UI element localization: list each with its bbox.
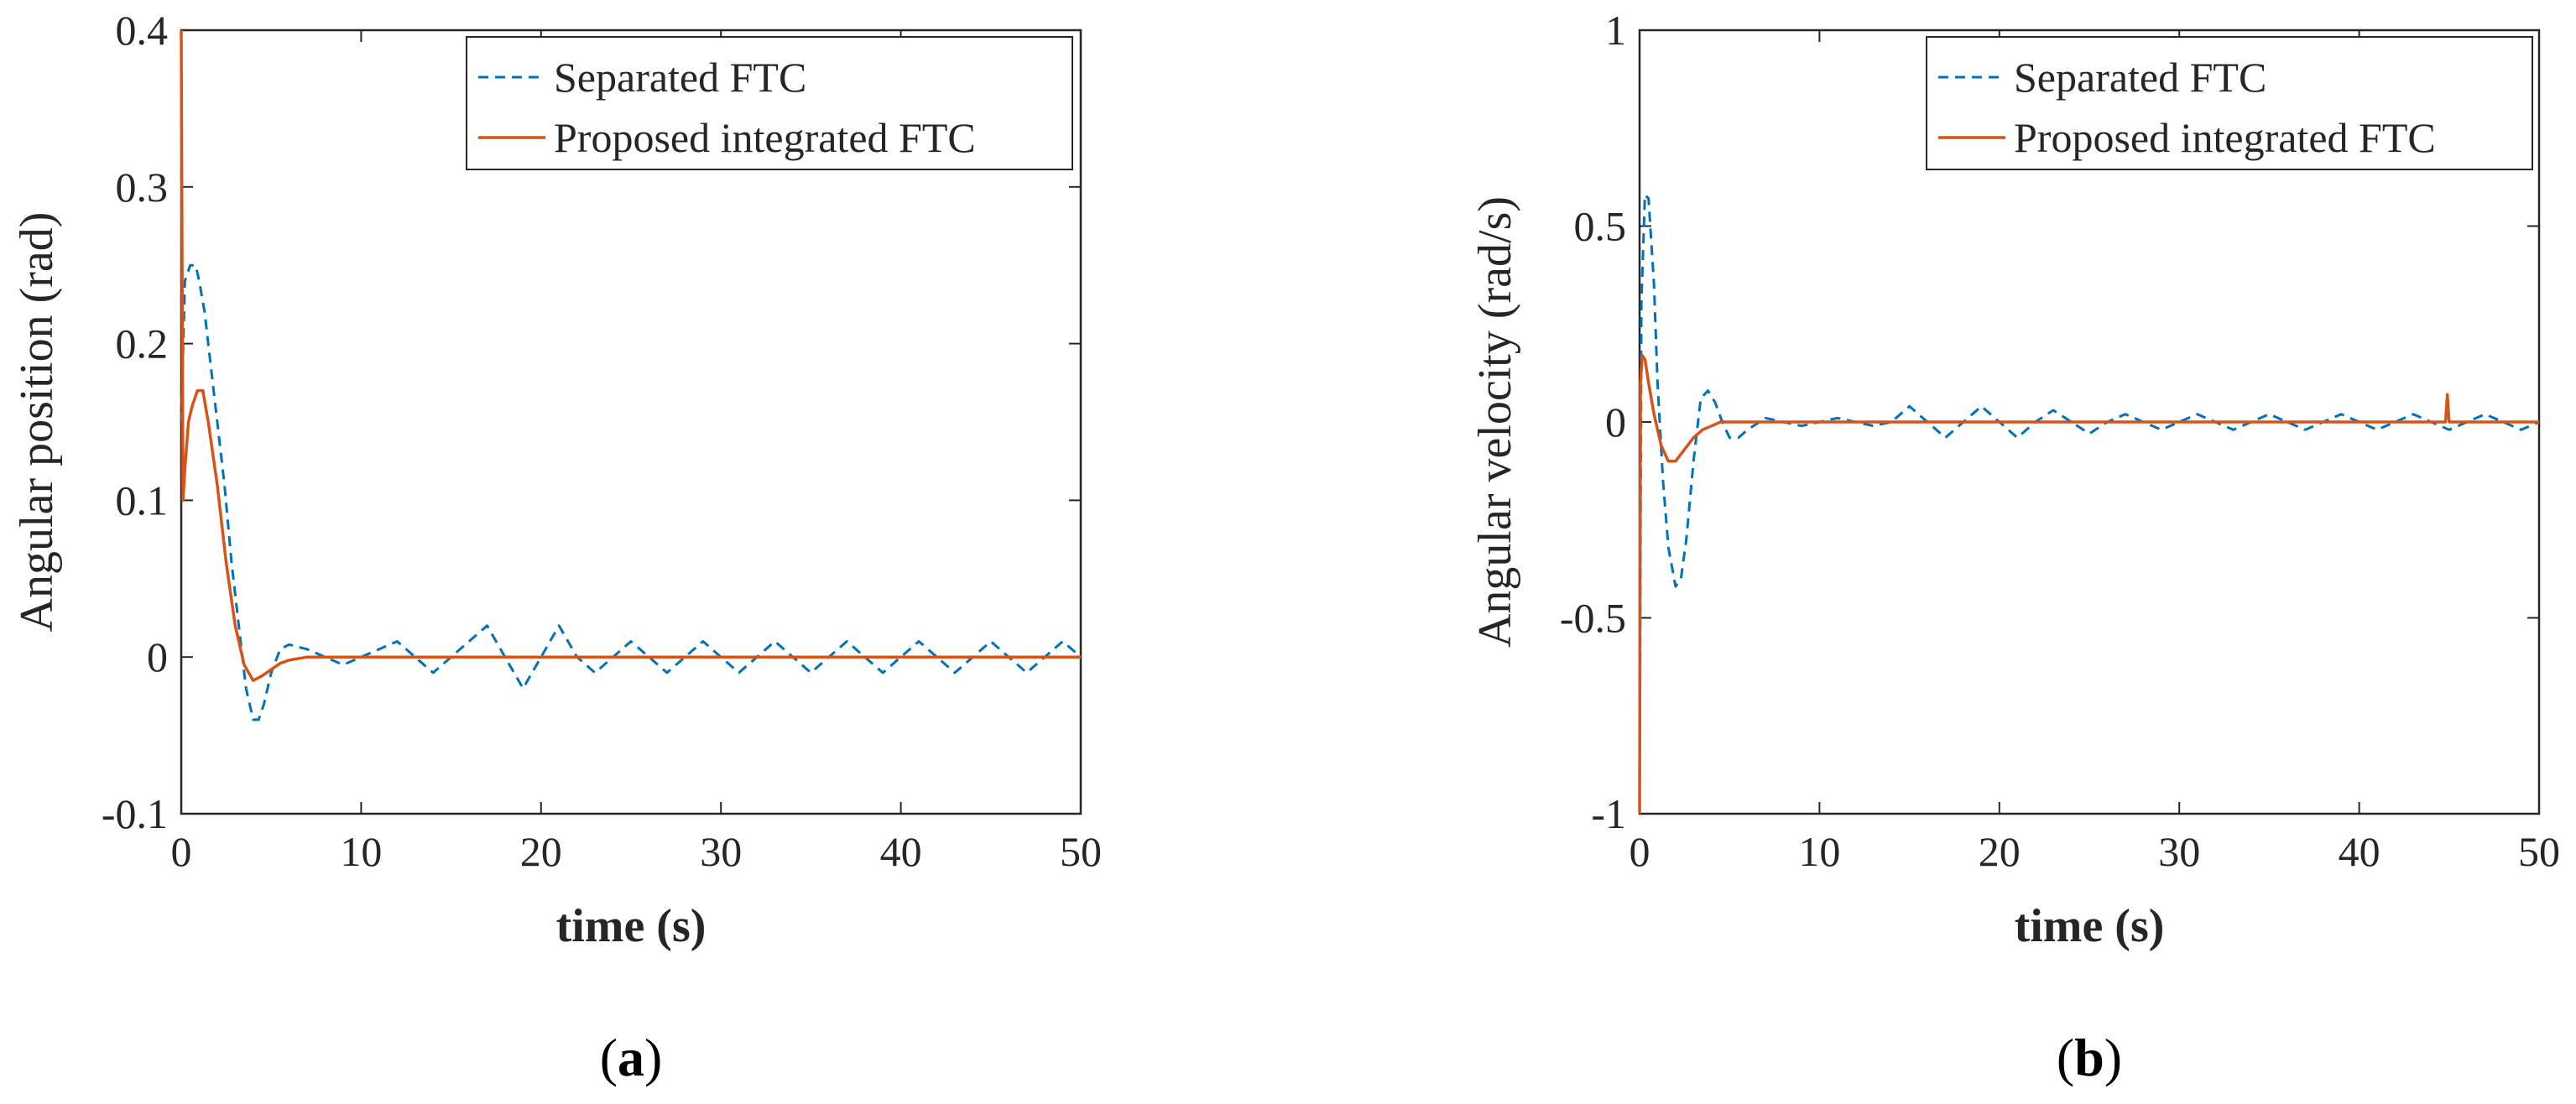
panel-b: 0 10 20 30 40 50 -1 -0.5 0 0.5 1 time (s) Angular… [1469,7,2560,1087]
panel-a-x-tick-label: 30 [700,828,742,875]
panel-a-caption-open: ( [600,1028,618,1087]
panel-a-y-axis-label: Angular position (rad) [11,212,63,633]
panel-a-series [180,29,1082,721]
panel-b-y-tick-label: -1 [1591,790,1626,837]
panel-b-y-axis-label: Angular velocity (rad/s) [1469,196,1521,648]
panel-b-y-tick-label: -0.5 [1560,595,1626,642]
panel-b-series [1638,193,2540,815]
panel-a-y-tick-label: 0.2 [116,320,169,367]
panel-b-x-tick-label: 40 [2339,828,2380,875]
panel-b-x-tick-label: 10 [1798,828,1840,875]
panel-a-y-tick-label: -0.1 [102,790,168,837]
panel-b-y-tick-label: 0 [1605,398,1626,445]
panel-a-legend-box [466,36,1073,170]
panel-a-caption-close: ) [644,1028,662,1087]
panel-a-caption: (a) [600,1028,663,1087]
panel-a-legend-label-proposed: Proposed integrated FTC [554,114,976,161]
panel-b-x-ticks: 0 10 20 30 40 50 [1630,30,2560,875]
panel-a-series-separated-ftc [180,263,1082,721]
panel-a-x-tick-label: 40 [880,828,922,875]
panel-a-y-tick-label: 0 [147,633,168,680]
panel-b-legend-label-separated: Separated FTC [2014,54,2266,101]
panel-a-y-tick-label: 0.3 [116,164,169,211]
panel-a-legend: Separated FTC Proposed integrated FTC [466,36,1073,170]
panel-b-legend-label-proposed: Proposed integrated FTC [2014,114,2436,161]
panel-a-x-axis-label: time (s) [556,900,707,952]
panel-a-y-tick-label: 0.4 [116,7,169,54]
panel-b-x-tick-label: 30 [2158,828,2200,875]
panel-a-legend-label-separated: Separated FTC [554,54,806,101]
panel-a-caption-letter: a [618,1028,644,1087]
panel-b-caption-close: ) [2104,1028,2122,1087]
panel-a-x-tick-label: 20 [520,828,562,875]
panel-a-x-tick-label: 0 [171,828,192,875]
panel-a-y-ticks: -0.1 0 0.1 0.2 0.3 0.4 [102,7,1081,837]
panel-b-y-ticks: -1 -0.5 0 0.5 1 [1560,7,2539,837]
panel-b-caption-open: ( [2057,1028,2074,1087]
panel-b-series-separated-ftc [1638,193,2540,815]
panel-b-legend: Separated FTC Proposed integrated FTC [1926,36,2533,170]
panel-b-legend-box [1926,36,2533,170]
panel-b-y-tick-label: 1 [1605,7,1626,54]
panel-b-y-tick-label: 0.5 [1574,203,1627,250]
panel-a-x-tick-label: 10 [340,828,382,875]
panel-b-caption-letter: b [2074,1028,2104,1087]
panel-b-x-tick-label: 50 [2518,828,2560,875]
panel-b-x-tick-label: 0 [1630,828,1650,875]
panel-a-x-tick-label: 50 [1060,828,1102,875]
panel-b-series-proposed-integrated-ftc [1638,353,2539,815]
panel-a-y-tick-label: 0.1 [116,476,169,523]
panel-a-x-ticks: 0 10 20 30 40 50 [171,30,1102,875]
panel-b-x-axis-label: time (s) [2015,900,2165,952]
panel-b-x-tick-label: 20 [1979,828,2021,875]
panel-a: 0 10 20 30 40 50 -0.100.10.20.30.4 time (s) A… [11,7,1102,1087]
panel-b-caption: (b) [2057,1028,2122,1087]
panel-a-series-proposed-integrated-ftc [180,29,1081,682]
